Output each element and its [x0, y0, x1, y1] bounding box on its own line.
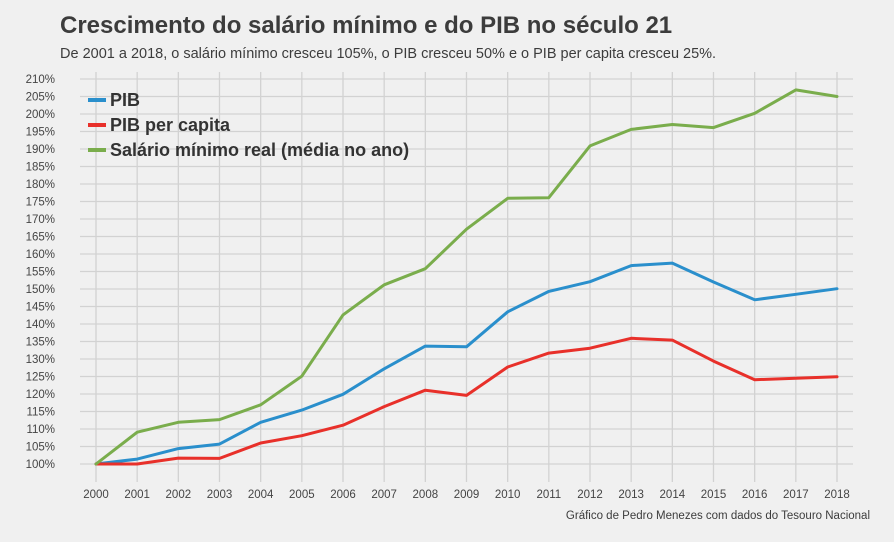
y-tick-label: 100%	[26, 459, 55, 471]
legend-label: Salário mínimo real (média no ano)	[110, 140, 409, 160]
x-tick-label: 2004	[248, 489, 274, 501]
series-line-pib-per-capita	[94, 336, 839, 466]
x-tick-label: 2001	[124, 489, 150, 501]
legend-label: PIB per capita	[110, 115, 231, 135]
x-tick-label: 2003	[207, 489, 233, 501]
y-tick-label: 110%	[26, 424, 55, 436]
y-tick-label: 105%	[26, 442, 55, 454]
y-tick-label: 155%	[26, 267, 55, 279]
legend-item: PIB	[88, 90, 140, 110]
x-tick-label: 2018	[824, 489, 850, 501]
legend-label: PIB	[110, 90, 140, 110]
y-tick-label: 165%	[26, 232, 55, 244]
chart-credit: Gráfico de Pedro Menezes com dados do Te…	[565, 510, 870, 522]
axes: 100% 105% 110% 115% 120% 125% 130% 135% 140% 145%…	[26, 74, 850, 501]
y-tick-label: 170%	[26, 214, 55, 226]
y-tick-label: 200%	[26, 109, 55, 121]
y-tick-label: 135%	[26, 337, 55, 349]
x-tick-label: 2010	[495, 489, 521, 501]
x-tick-label: 2009	[454, 489, 480, 501]
y-tick-label: 195%	[26, 127, 55, 139]
y-tick-label: 150%	[26, 284, 55, 296]
legend-item: PIB per capita	[88, 115, 231, 135]
series-lines	[94, 88, 839, 466]
chart-title: Crescimento do salário mínimo e do PIB n…	[60, 12, 673, 39]
y-tick-label: 125%	[26, 372, 55, 384]
grid	[80, 72, 853, 482]
chart-subtitle: De 2001 a 2018, o salário mínimo cresceu…	[60, 46, 717, 62]
x-tick-label: 2008	[413, 489, 439, 501]
y-tick-label: 160%	[26, 249, 55, 261]
x-tick-label: 2006	[330, 489, 356, 501]
y-tick-label: 190%	[26, 144, 55, 156]
y-tick-label: 130%	[26, 354, 55, 366]
x-tick-label: 2000	[83, 489, 109, 501]
series-line-pib	[94, 261, 839, 466]
y-tick-label: 175%	[26, 197, 55, 209]
y-tick-label: 205%	[26, 92, 55, 104]
x-tick-label: 2005	[289, 489, 315, 501]
y-tick-label: 185%	[26, 162, 55, 174]
x-tick-label: 2002	[166, 489, 192, 501]
y-tick-label: 180%	[26, 179, 55, 191]
y-tick-label: 145%	[26, 302, 55, 314]
x-tick-label: 2014	[660, 489, 686, 501]
x-tick-label: 2011	[536, 489, 561, 501]
y-tick-label: 140%	[26, 319, 55, 331]
x-tick-label: 2017	[783, 489, 809, 501]
y-tick-label: 210%	[26, 74, 55, 86]
y-tick-label: 115%	[26, 407, 55, 419]
legend-item: Salário mínimo real (média no ano)	[88, 140, 409, 160]
y-tick-label: 120%	[26, 389, 55, 401]
x-tick-label: 2013	[618, 489, 644, 501]
x-tick-label: 2007	[371, 489, 397, 501]
x-tick-label: 2016	[742, 489, 768, 501]
legend: PIB PIB per capita Salário mínimo real (mé…	[88, 90, 409, 160]
x-tick-label: 2012	[577, 489, 603, 501]
x-tick-label: 2015	[701, 489, 727, 501]
series-line-sal-rio-m-nimo-real-m-dia-no-ano-	[94, 88, 839, 466]
